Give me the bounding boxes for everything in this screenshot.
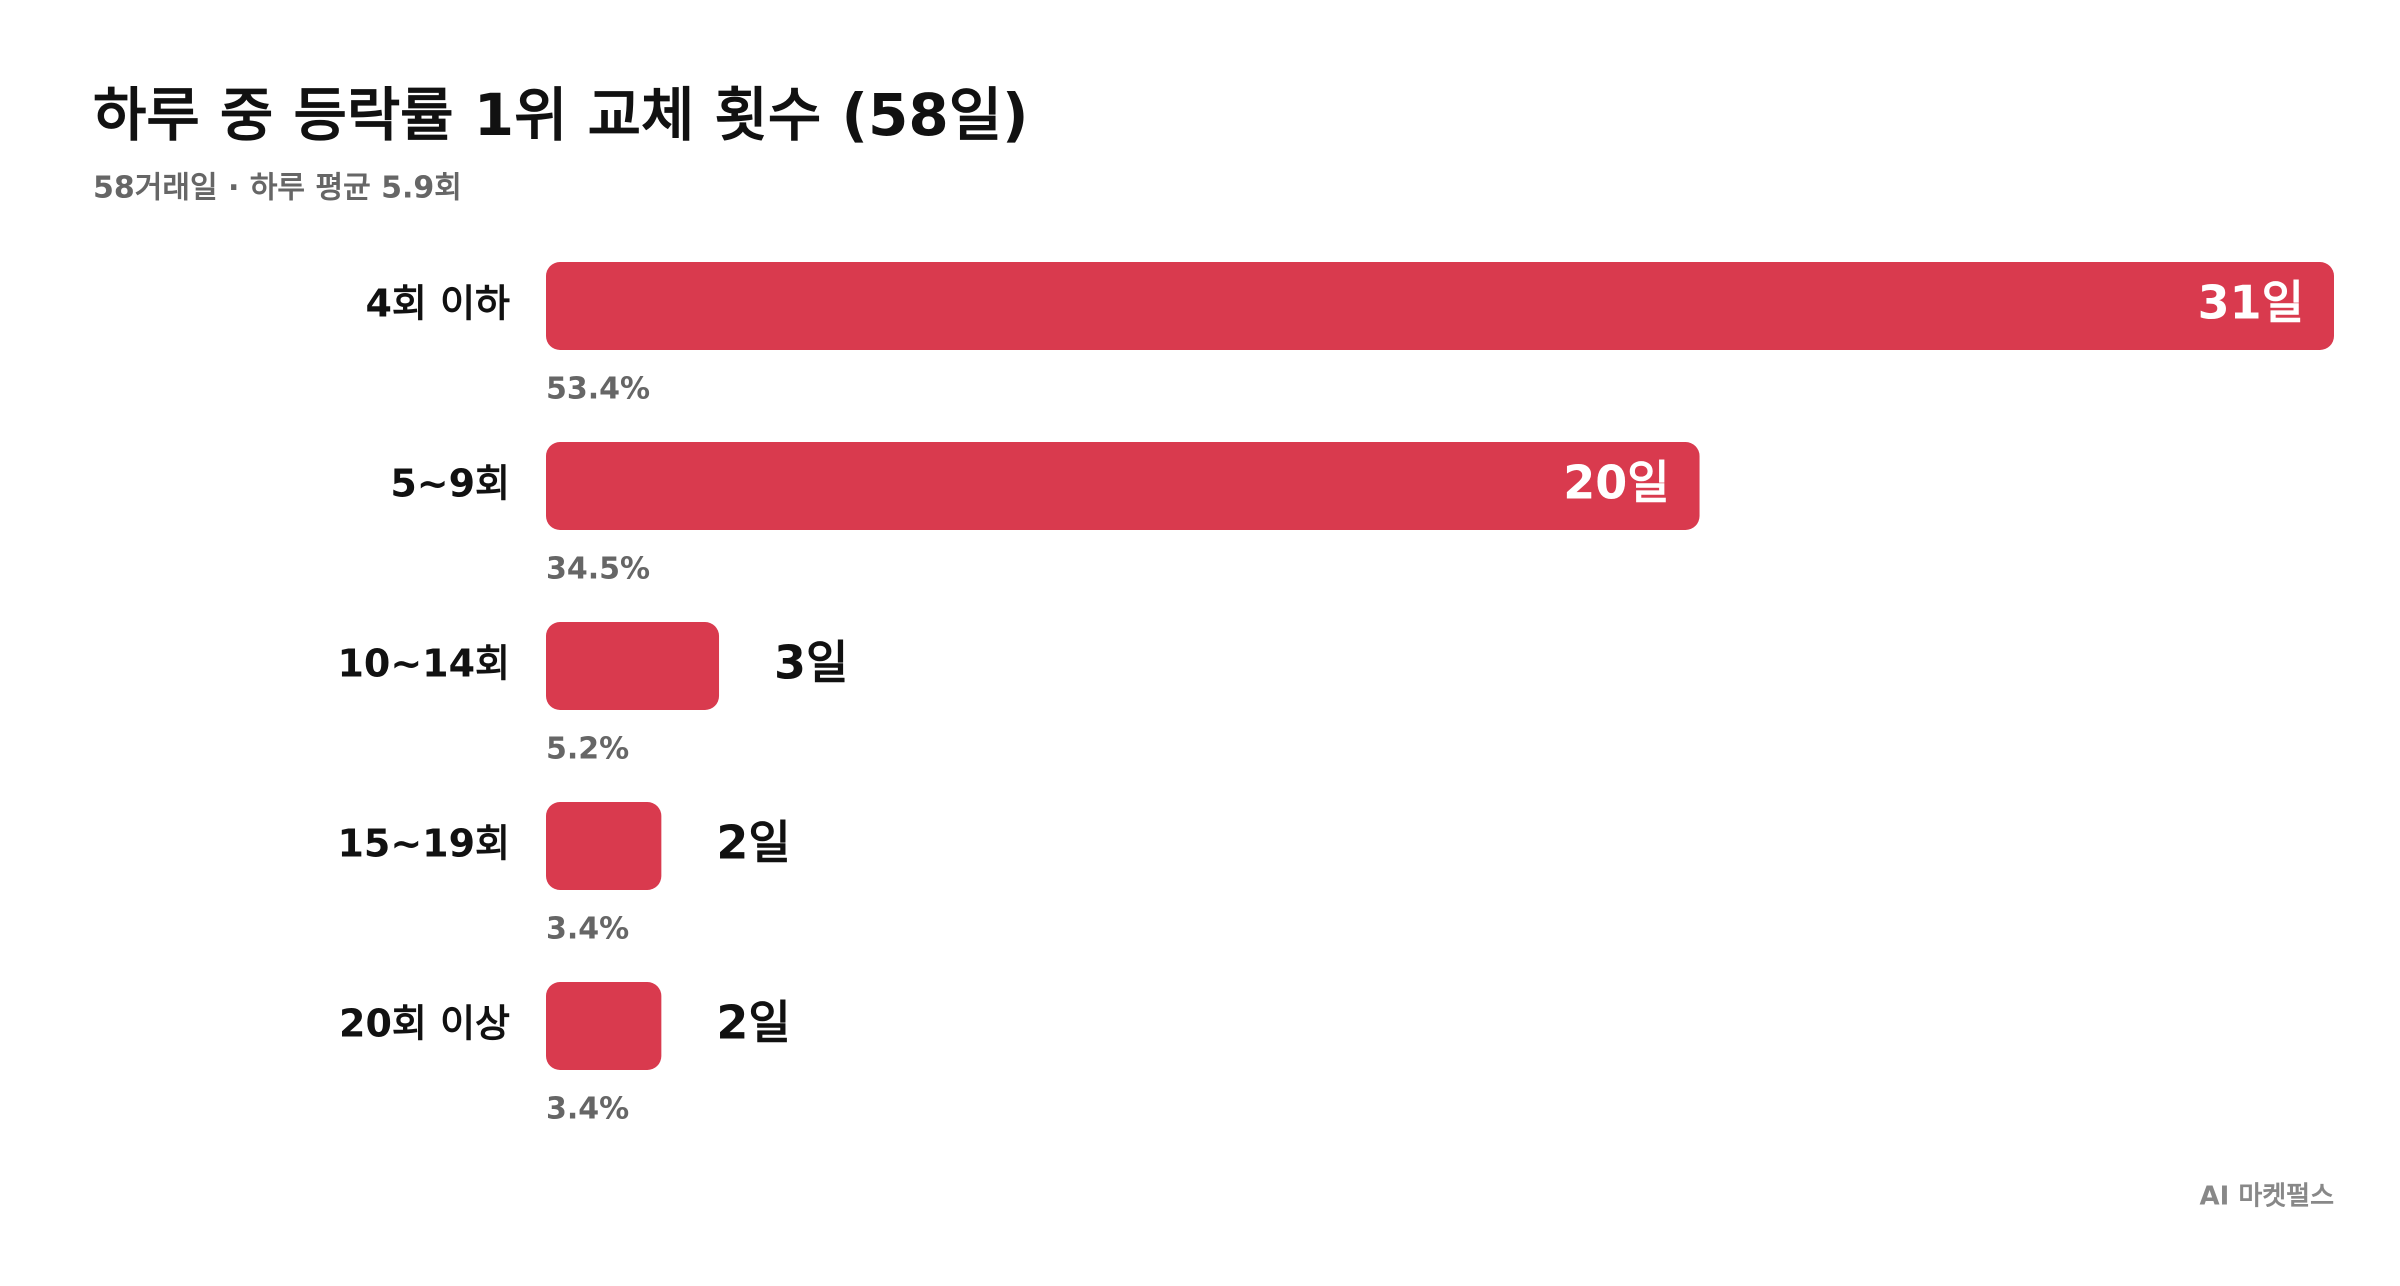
bar bbox=[546, 622, 720, 710]
chart-title: 하루 중 등락률 1위 교체 횟수 (58일) bbox=[93, 81, 1029, 149]
value-label: 3일 bbox=[774, 636, 848, 690]
bar bbox=[546, 982, 662, 1070]
bar bbox=[546, 442, 1700, 530]
category-label: 4회 이하 bbox=[365, 282, 510, 326]
value-label: 31일 bbox=[2198, 276, 2304, 330]
chart-subtitle: 58거래일 · 하루 평균 5.9회 bbox=[93, 171, 462, 206]
value-label: 20일 bbox=[1563, 456, 1669, 510]
percent-label: 3.4% bbox=[546, 912, 629, 947]
category-label: 5~9회 bbox=[390, 462, 510, 506]
source-label: AI 마켓펄스 bbox=[2199, 1182, 2334, 1212]
category-label: 10~14회 bbox=[337, 642, 510, 686]
category-label: 15~19회 bbox=[337, 822, 510, 866]
bar bbox=[546, 262, 2334, 350]
bar bbox=[546, 802, 662, 890]
percent-label: 34.5% bbox=[546, 552, 650, 587]
percent-label: 3.4% bbox=[546, 1092, 629, 1127]
percent-label: 53.4% bbox=[546, 372, 650, 407]
category-label: 20회 이상 bbox=[339, 1002, 510, 1046]
percent-label: 5.2% bbox=[546, 732, 629, 767]
value-label: 2일 bbox=[716, 996, 790, 1050]
value-label: 2일 bbox=[716, 816, 790, 870]
